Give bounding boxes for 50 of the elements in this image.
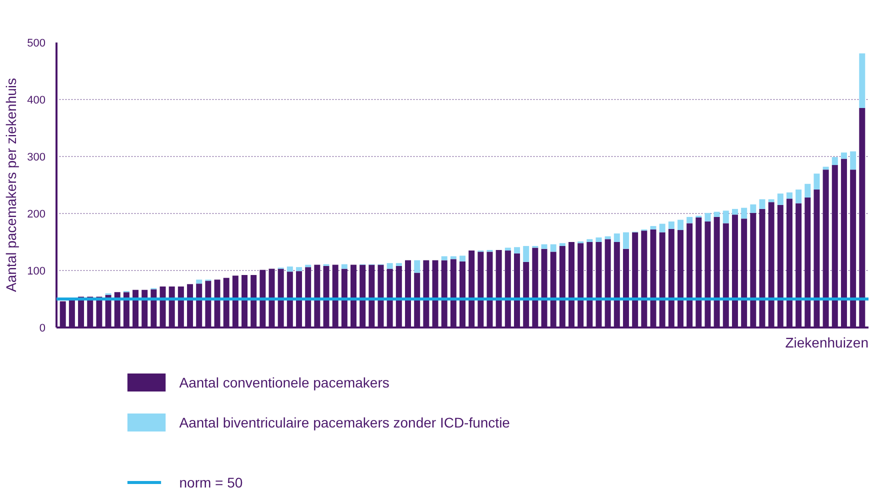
bar <box>514 247 520 254</box>
y-tick-label: 500 <box>27 38 46 50</box>
bar <box>786 192 792 199</box>
y-tick-label: 200 <box>27 208 46 220</box>
bar <box>750 204 756 213</box>
y-tick-label: 400 <box>27 94 46 106</box>
y-tick-label: 0 <box>39 322 46 334</box>
bar <box>286 266 293 272</box>
bar <box>460 256 466 262</box>
bar <box>650 226 656 230</box>
bar <box>777 194 784 205</box>
bar <box>704 212 711 222</box>
bar <box>732 208 738 215</box>
legend-label: Aantal biventriculaire pacemakers zonder ICD-functie <box>179 414 510 430</box>
bar <box>668 221 674 229</box>
y-axis-title: Aantal pacemakers per ziekenhuis <box>3 78 20 292</box>
bar <box>796 190 802 204</box>
legend-label: Aantal conventionele pacemakers <box>179 374 390 390</box>
bar <box>341 264 348 269</box>
bar <box>586 239 593 242</box>
bar <box>804 184 811 198</box>
bar <box>832 157 838 166</box>
bar <box>714 212 720 217</box>
bar <box>759 199 766 209</box>
bar <box>859 53 866 108</box>
bar <box>296 267 302 272</box>
bar <box>550 244 556 252</box>
bar <box>722 210 729 224</box>
bar <box>677 220 684 230</box>
bar <box>659 224 666 232</box>
y-tick-label: 100 <box>27 266 46 278</box>
bar <box>541 244 548 249</box>
bar <box>850 151 856 170</box>
bar <box>396 263 402 266</box>
bar <box>196 280 202 284</box>
bar <box>814 174 820 190</box>
bar <box>559 243 566 246</box>
x-axis-title: Ziekenhuizen <box>785 334 869 350</box>
bar <box>414 260 420 273</box>
bar <box>504 248 511 251</box>
bar <box>622 232 629 249</box>
bar <box>686 216 693 224</box>
bar <box>614 233 620 242</box>
legend-label: norm = 50 <box>179 474 243 490</box>
bar <box>386 263 393 269</box>
bar <box>596 237 602 242</box>
bar <box>741 208 748 219</box>
bar <box>523 246 530 262</box>
y-tick-label: 300 <box>27 152 46 164</box>
bar <box>840 152 847 159</box>
